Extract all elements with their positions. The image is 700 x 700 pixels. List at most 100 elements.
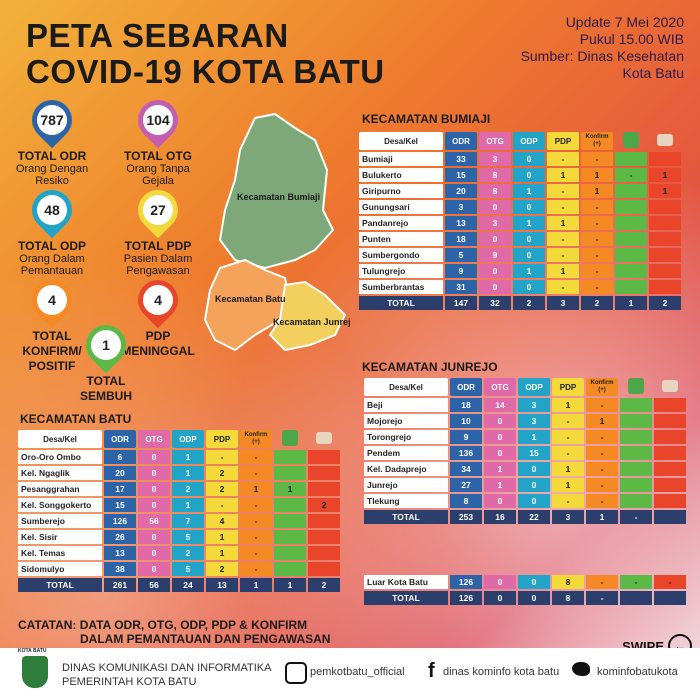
section-batu: KECAMATAN BATU <box>20 412 132 426</box>
row-cell: 1 <box>172 498 204 512</box>
logo-text: KOTA BATU <box>18 648 47 654</box>
row-cell: 3 <box>518 398 550 412</box>
row-cell: 126 <box>104 514 136 528</box>
header-odr: ODR <box>450 378 482 396</box>
page-title: PETA SEBARAN COVID-19 KOTA BATU <box>26 18 385 90</box>
total-cell: 2 <box>308 578 340 592</box>
table-total-row: TOTAL 147 32 2 3 2 1 2 <box>359 296 681 310</box>
row-cell <box>308 530 340 544</box>
row-name: Kel. Dadaprejo <box>364 462 448 476</box>
row-name: Torongrejo <box>364 430 448 444</box>
row-cell: 33 <box>445 152 477 166</box>
row-cell: 0 <box>513 280 545 294</box>
row-cell: - <box>586 494 618 508</box>
catatan-line-2: DALAM PEMANTAUAN DAN PENGAWASAN <box>80 632 331 646</box>
table-row: Kel. Sisir 26 0 5 1- <box>18 530 340 544</box>
instagram-icon[interactable] <box>285 662 307 684</box>
total-cell: 3 <box>552 510 584 524</box>
row-cell: - <box>586 462 618 476</box>
deceased-icon <box>654 378 686 396</box>
row-cell <box>620 462 652 476</box>
row-cell: - <box>581 264 613 278</box>
dinas-name: DINAS KOMUNIKASI DAN INFORMATIKA <box>62 662 272 674</box>
row-name: Bulukerto <box>359 168 443 182</box>
total-cell: 0 <box>484 591 516 605</box>
row-cell: - <box>586 478 618 492</box>
row-cell: 1 <box>586 414 618 428</box>
total-cell: 0 <box>518 591 550 605</box>
header-desa: Desa/Kel <box>359 132 443 150</box>
row-cell: 0 <box>513 200 545 214</box>
row-cell: 20 <box>445 184 477 198</box>
row-cell <box>274 530 306 544</box>
row-cell: 1 <box>547 168 579 182</box>
row-name: Pandanrejo <box>359 216 443 230</box>
row-cell: 8 <box>479 168 511 182</box>
row-name: Sidomulyo <box>18 562 102 576</box>
row-cell: 27 <box>450 478 482 492</box>
stat-sembuh-value: 1 <box>91 330 121 360</box>
stat-odp-label: TOTAL ODP <box>17 239 86 253</box>
row-cell: 1 <box>172 450 204 464</box>
total-cell: 56 <box>138 578 170 592</box>
header-konfirm: Konfirm (+) <box>586 378 618 396</box>
row-cell: - <box>581 152 613 166</box>
row-cell: - <box>240 546 272 560</box>
location-pin-icon: 787 <box>23 91 81 149</box>
row-name: Tlekung <box>364 494 448 508</box>
recovered-icon <box>620 378 652 396</box>
row-cell: 38 <box>104 562 136 576</box>
row-cell: 0 <box>513 152 545 166</box>
table-header-row: Desa/Kel ODR OTG ODP PDP Konfirm (+) <box>18 430 340 448</box>
kota-batu-logo <box>22 656 48 688</box>
facebook-icon[interactable]: f <box>428 660 435 682</box>
header-pdp: PDP <box>552 378 584 396</box>
row-cell <box>649 248 681 262</box>
total-cell <box>620 591 652 605</box>
header-odp: ODP <box>172 430 204 448</box>
total-cell: 2 <box>649 296 681 310</box>
table-header-row: Desa/Kel ODR OTG ODP PDP Konfirm (+) <box>364 378 686 396</box>
row-name: Mojorejo <box>364 414 448 428</box>
total-cell: 13 <box>206 578 238 592</box>
recovered-icon <box>615 132 647 150</box>
row-cell <box>615 248 647 262</box>
row-cell: 13 <box>104 546 136 560</box>
table-row: Gunungsari 3 0 0- - <box>359 200 681 214</box>
row-cell: - <box>586 430 618 444</box>
stat-odr-sub2: Resiko <box>35 175 69 187</box>
update-time: Pukul 15.00 WIB <box>579 31 684 47</box>
row-cell: 8 <box>450 494 482 508</box>
twitter-icon[interactable] <box>572 662 590 676</box>
row-cell: 0 <box>138 498 170 512</box>
total-cell: 32 <box>479 296 511 310</box>
row-cell: - <box>240 530 272 544</box>
row-cell: - <box>547 184 579 198</box>
row-cell <box>615 152 647 166</box>
stat-odp-value: 48 <box>37 195 67 225</box>
header-desa: Desa/Kel <box>364 378 448 396</box>
total-cell: 2 <box>513 296 545 310</box>
stat-odr: 787 TOTAL ODR Orang Dengan Resiko <box>12 91 92 187</box>
facebook-handle[interactable]: dinas kominfo kota batu <box>443 666 560 678</box>
stat-sembuh-label: TOTAL <box>86 374 126 388</box>
row-cell: 1 <box>552 398 584 412</box>
row-cell: 1 <box>581 184 613 198</box>
row-cell: 0 <box>138 562 170 576</box>
row-cell <box>654 398 686 412</box>
row-cell: - <box>581 200 613 214</box>
row-cell: 34 <box>450 462 482 476</box>
stat-otg: 104 TOTAL OTG Orang Tanpa Gejala <box>118 91 198 187</box>
row-cell <box>274 466 306 480</box>
twitter-handle[interactable]: kominfobatukota <box>597 666 678 678</box>
stat-otg-label: TOTAL OTG <box>124 149 192 163</box>
row-cell <box>649 200 681 214</box>
table-total-row: TOTAL 253 16 22 3 1- <box>364 510 686 524</box>
row-cell: 9 <box>445 264 477 278</box>
section-bumiaji: KECAMATAN BUMIAJI <box>362 112 491 126</box>
row-cell: 0 <box>513 248 545 262</box>
stat-odr-label: TOTAL ODR <box>17 149 87 163</box>
row-cell <box>654 430 686 444</box>
stat-otg-sub2: Gejala <box>142 175 174 187</box>
instagram-handle[interactable]: pemkotbatu_official <box>310 666 405 678</box>
